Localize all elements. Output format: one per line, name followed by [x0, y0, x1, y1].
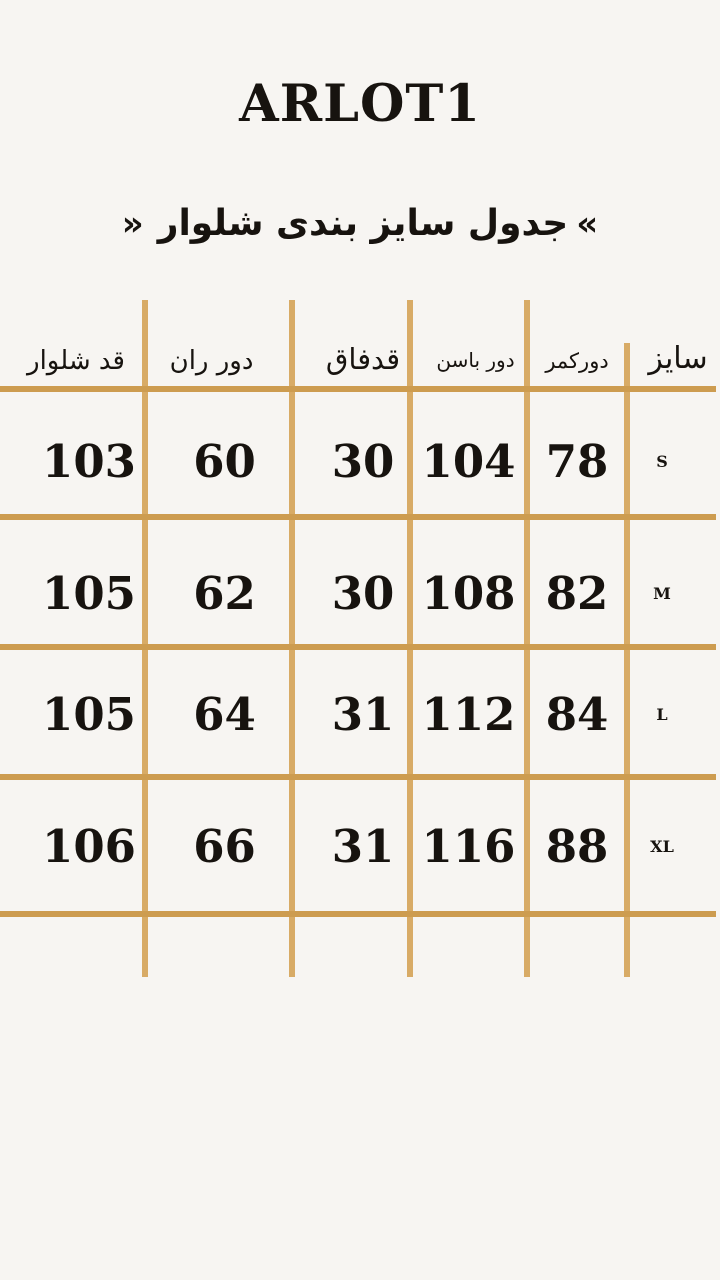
opening-guillemet: « — [576, 203, 599, 244]
cell-m-size: M — [653, 583, 671, 603]
cell-s-waist: 78 — [545, 434, 609, 488]
cell-xl-length: 106 — [42, 820, 136, 873]
table-hline — [0, 386, 716, 392]
table-vline — [289, 300, 295, 977]
cell-xl-size: XL — [650, 837, 674, 856]
cell-l-hip: 112 — [421, 687, 516, 741]
cell-m-thigh: 62 — [193, 566, 256, 620]
cell-l-thigh: 64 — [193, 687, 256, 741]
brand-title: ARLOT1 — [239, 74, 481, 134]
cell-s-length: 103 — [42, 434, 136, 488]
cell-xl-hip: 116 — [421, 820, 516, 873]
cell-m-rise: 30 — [331, 566, 395, 620]
table-hline — [0, 774, 716, 780]
cell-s-size: S — [656, 451, 668, 471]
subtitle: » جدول سایز بندی شلوار « — [0, 203, 720, 244]
cell-l-length: 105 — [42, 687, 136, 741]
header-size: سایز — [648, 341, 708, 376]
table-hline — [0, 514, 716, 520]
subtitle-text: جدول سایز بندی شلوار — [157, 203, 569, 244]
table-vline — [624, 343, 630, 977]
cell-s-hip: 104 — [421, 434, 516, 488]
table-hline — [0, 644, 716, 650]
cell-m-hip: 108 — [421, 566, 516, 620]
cell-l-waist: 84 — [545, 687, 609, 741]
header-rise: قدفاق — [325, 342, 401, 376]
table-vline — [524, 300, 530, 977]
header-length: قد شلوار — [27, 346, 125, 376]
cell-l-size: L — [656, 704, 668, 724]
cell-s-thigh: 60 — [193, 434, 256, 488]
header-waist: دورکمر — [545, 349, 609, 373]
table-vline — [142, 300, 148, 977]
table-hline — [0, 911, 716, 917]
cell-s-rise: 30 — [331, 434, 395, 488]
cell-xl-waist: 88 — [545, 820, 609, 873]
cell-l-rise: 31 — [331, 687, 395, 741]
closing-guillemet: » — [121, 203, 144, 244]
cell-xl-thigh: 66 — [193, 820, 256, 873]
cell-m-waist: 82 — [545, 566, 609, 620]
header-thigh: دور ران — [169, 346, 254, 376]
header-hip: دور باسن — [436, 348, 515, 372]
cell-m-length: 105 — [42, 566, 136, 620]
cell-xl-rise: 31 — [331, 820, 395, 873]
table-vline — [407, 300, 413, 977]
